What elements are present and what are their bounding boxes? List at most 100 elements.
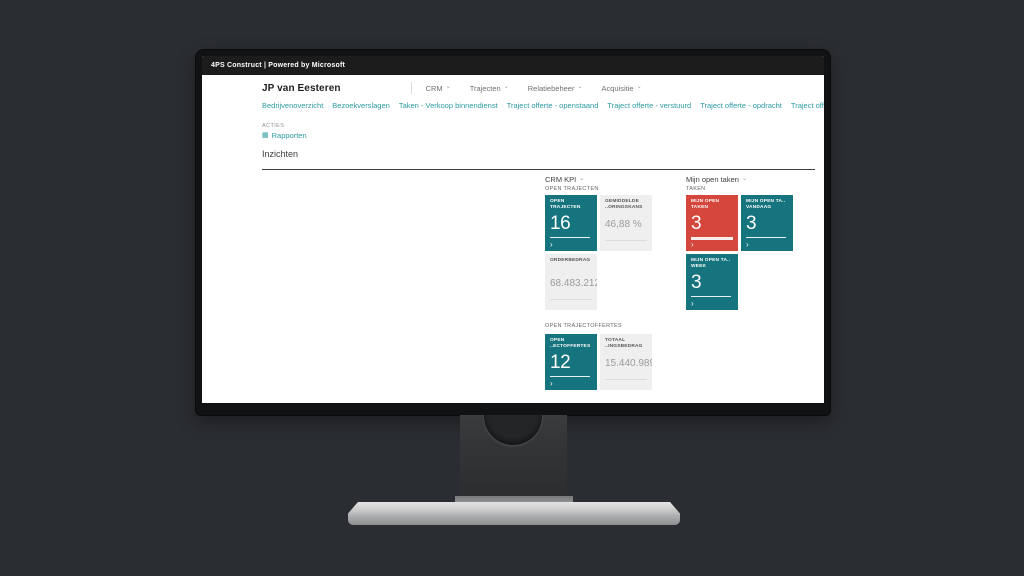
chevron-down-icon: ⌄ (579, 175, 585, 182)
tile-label: TOTAAL ..INGSBEDRAG (605, 338, 647, 351)
actions-heading: ACTIES (262, 123, 285, 129)
tile-label-line1: MIJN OPEN TA.. (691, 258, 731, 263)
tile-value: 3 (746, 212, 757, 234)
tile-value: 16 (550, 212, 571, 234)
user-menu[interactable]: JP van Eesteren (262, 82, 341, 94)
tile-totaal-bedrag[interactable]: TOTAAL ..INGSBEDRAG 15.440.989 (600, 334, 652, 390)
open-trajectoffertes-section-label: OPEN TRAJECTOFFERTES (545, 323, 622, 329)
reports-label: Rapporten (271, 131, 307, 140)
app-title: 4PS Construct | Powered by Microsoft (211, 62, 346, 69)
tile-label-line2: ..ECTOFFERTES (550, 344, 591, 350)
chevron-down-icon: ⌄ (503, 84, 509, 90)
tile-divider (605, 240, 647, 241)
tile-divider (746, 237, 786, 238)
nav-divider (410, 82, 412, 94)
chevron-down-icon: ⌄ (577, 84, 583, 90)
chevron-down-icon: ⌄ (445, 84, 451, 90)
monitor: 4PS Construct | Powered by Microsoft JP … (196, 50, 830, 415)
tile-label-line2: WEEK (691, 264, 707, 270)
tile-label-line2: ..ORINGSKANS (605, 205, 643, 211)
tile-divider (605, 379, 647, 380)
quick-links: Bedrijvenoverzicht Bezoekverslagen Taken… (262, 101, 824, 110)
crm-kpi-group: CRM KPI ⌄ OPEN TRAJECTEN OPEN TRAJECTEN … (545, 175, 715, 395)
tile-value: 3 (691, 212, 702, 234)
tile-label: MIJN OPEN TA.. VANDAAG (746, 199, 788, 212)
nav-menu-trajecten[interactable]: Trajecten ⌄ (470, 84, 509, 93)
quick-link-offerte-verlopen[interactable]: Traject offerte - verlopen (790, 101, 824, 110)
quick-link-offerte-verstuurd[interactable]: Traject offerte - verstuurd (607, 101, 692, 110)
tile-mijn-open-taken[interactable]: MIJN OPEN TAKEN 3 › (686, 195, 738, 251)
nav-menu-label: Relatiebeheer (527, 83, 575, 93)
tile-mijn-open-taken-vandaag[interactable]: MIJN OPEN TA.. VANDAAG 3 › (741, 195, 793, 251)
nav-menu-label: Trajecten (469, 83, 501, 93)
tile-label-line2: VANDAAG (746, 205, 772, 211)
crm-kpi-title: CRM KPI (545, 175, 577, 184)
tile-label: ORDERBEDRAG (550, 258, 592, 264)
tile-label-line1: TOTAAL (605, 338, 626, 343)
tile-label-line1: GEMIDDELDE (605, 199, 639, 204)
nav-menu-acquisitie[interactable]: Acquisitie ⌄ (601, 84, 641, 93)
chevron-right-icon: › (691, 240, 694, 249)
monitor-stand-hinge (455, 496, 573, 504)
tile-label-line1: OPEN (550, 338, 565, 343)
tile-divider (691, 296, 731, 297)
tile-gemiddelde-scoringskans[interactable]: GEMIDDELDE ..ORINGSKANS 46,88 % (600, 195, 652, 251)
tile-open-trajecten[interactable]: OPEN TRAJECTEN 16 › (545, 195, 597, 251)
cable-hole (484, 415, 542, 445)
nav-menu-label: CRM (425, 83, 443, 93)
chevron-right-icon: › (746, 240, 749, 249)
reports-grid-icon: ▦ (262, 132, 269, 139)
quick-link-offerte-openstaand[interactable]: Traject offerte - openstaand (506, 101, 599, 110)
tile-label-line1: MIJN OPEN (691, 199, 720, 204)
section-divider (262, 169, 815, 170)
insights-heading: Inzichten (262, 149, 299, 159)
screen: 4PS Construct | Powered by Microsoft JP … (202, 56, 824, 403)
tile-divider (691, 237, 733, 240)
tile-label: OPEN ..ECTOFFERTES (550, 338, 592, 351)
tile-value: 15.440.989 (605, 358, 652, 369)
tile-value: 12 (550, 351, 571, 373)
tile-divider (550, 376, 590, 377)
tile-label: MIJN OPEN TA.. WEEK (691, 258, 733, 271)
chevron-right-icon: › (691, 299, 694, 308)
chevron-down-icon: ⌄ (636, 84, 642, 90)
chevron-down-icon: ⌄ (741, 175, 747, 182)
window-titlebar: 4PS Construct | Powered by Microsoft (202, 56, 824, 75)
tile-label: OPEN TRAJECTEN (550, 199, 592, 212)
tile-label-line1: OPEN (550, 199, 565, 204)
mijn-open-taken-title: Mijn open taken (686, 175, 739, 184)
page-content: JP van Eesteren CRM ⌄ Trajecten ⌄ Relati… (202, 75, 824, 403)
mijn-open-taken-dropdown[interactable]: Mijn open taken ⌄ (686, 175, 747, 184)
chevron-right-icon: › (550, 240, 553, 249)
tile-value: 3 (691, 271, 702, 293)
chevron-right-icon: › (550, 379, 553, 388)
tile-mijn-open-taken-week[interactable]: MIJN OPEN TA.. WEEK 3 › (686, 254, 738, 310)
tile-orderbedrag[interactable]: ORDERBEDRAG 68.483.212 (545, 254, 597, 310)
reports-link[interactable]: ▦ Rapporten (262, 131, 307, 140)
nav-menu-relatiebeheer[interactable]: Relatiebeheer ⌄ (528, 84, 583, 93)
tile-divider (550, 299, 592, 300)
taken-section-label: TAKEN (686, 186, 706, 192)
monitor-stand-base (348, 502, 680, 525)
tile-label-line2: TRAJECTEN (550, 205, 581, 211)
nav-menu-label: Acquisitie (601, 83, 634, 93)
quick-link-bedrijvenoverzicht[interactable]: Bedrijvenoverzicht (262, 101, 324, 110)
quick-link-offerte-opdracht[interactable]: Traject offerte - opdracht (700, 101, 782, 110)
monitor-stand-neck (460, 415, 567, 503)
crm-kpi-dropdown[interactable]: CRM KPI ⌄ (545, 175, 584, 184)
nav-menu-crm[interactable]: CRM ⌄ (426, 84, 451, 93)
tile-divider (550, 237, 590, 238)
tile-label: GEMIDDELDE ..ORINGSKANS (605, 199, 647, 212)
mijn-open-taken-group: Mijn open taken ⌄ TAKEN MIJN OPEN TAKEN … (686, 175, 824, 395)
tile-open-trajectoffertes[interactable]: OPEN ..ECTOFFERTES 12 › (545, 334, 597, 390)
open-trajecten-section-label: OPEN TRAJECTEN (545, 186, 599, 192)
tile-label-line2: ..INGSBEDRAG (605, 344, 643, 350)
quick-link-taken-verkoop[interactable]: Taken - Verkoop binnendienst (398, 101, 498, 110)
tile-value: 68.483.212 (550, 278, 597, 289)
tile-label: MIJN OPEN TAKEN (691, 199, 733, 212)
tile-label-line1: MIJN OPEN TA.. (746, 199, 786, 204)
tile-label-line2: TAKEN (691, 205, 709, 211)
top-navigation: JP van Eesteren CRM ⌄ Trajecten ⌄ Relati… (262, 82, 661, 94)
quick-link-bezoekverslagen[interactable]: Bezoekverslagen (332, 101, 390, 110)
tile-label-line1: ORDERBEDRAG (550, 258, 591, 263)
